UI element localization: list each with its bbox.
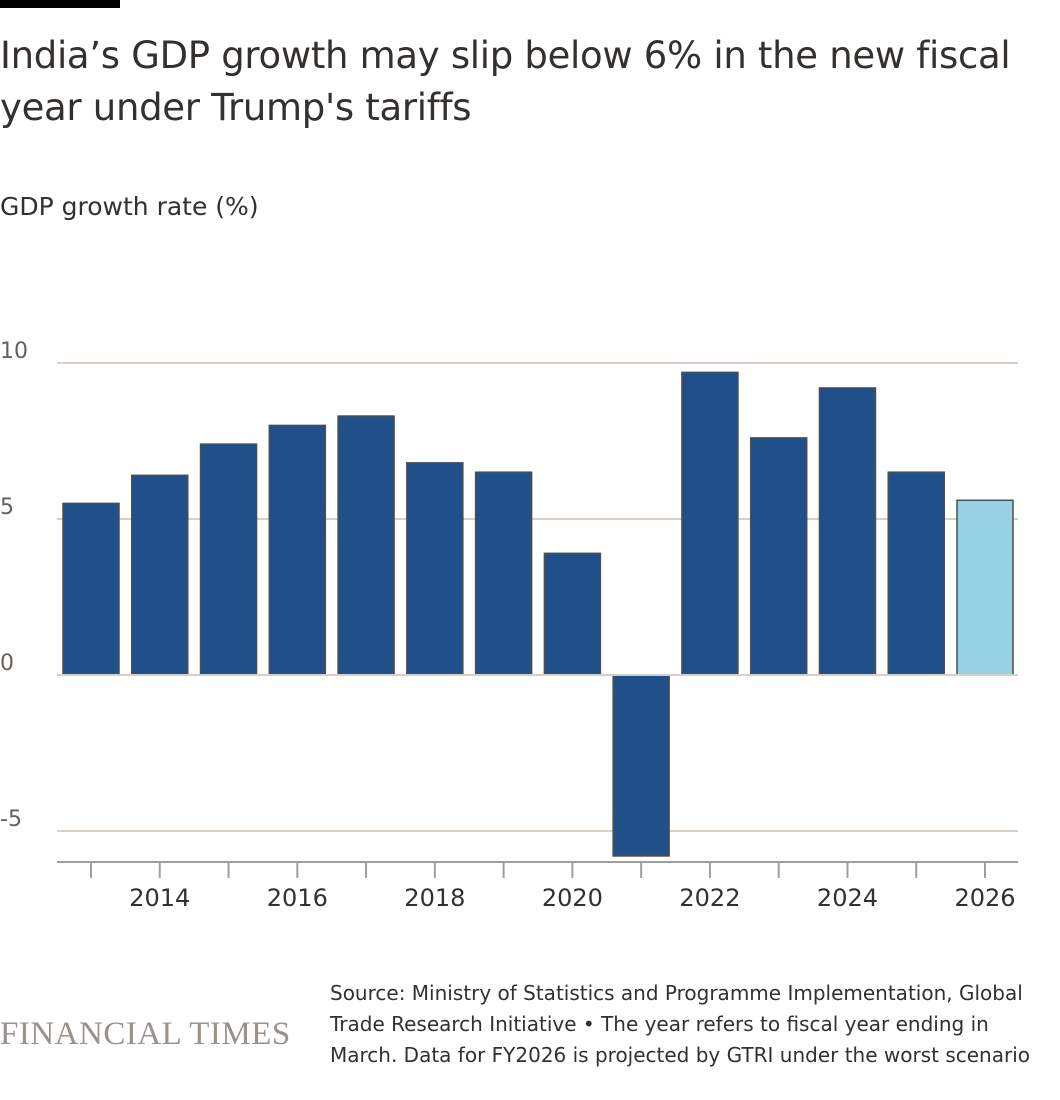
x-tick-label: 2022 [679, 884, 740, 912]
y-tick-label: -5 [0, 807, 22, 832]
bar-2026 [956, 499, 1014, 676]
source-note: Source: Ministry of Statistics and Progr… [330, 981, 1030, 1067]
y-tick-label: 0 [0, 651, 14, 676]
y-tick-label: 5 [0, 495, 14, 520]
bar-2022 [681, 371, 739, 676]
bar-2021 [612, 674, 670, 857]
bar-2015 [199, 443, 258, 676]
bar-2023 [749, 437, 808, 676]
bar-2018 [406, 462, 464, 676]
bar-2013 [62, 502, 120, 676]
x-tick-label: 2018 [404, 884, 465, 912]
bar-2020 [543, 552, 602, 676]
y-tick-label: 10 [0, 339, 28, 364]
financial-times-logo: FINANCIAL TIMES [0, 1016, 291, 1052]
bar-2016 [268, 424, 327, 676]
x-tick-label: 2026 [954, 884, 1015, 912]
x-tick-label: 2024 [817, 884, 878, 912]
ft-top-bar [0, 0, 120, 8]
x-tick-label: 2020 [542, 884, 603, 912]
x-tick-label: 2016 [267, 884, 328, 912]
x-tick-label: 2014 [129, 884, 190, 912]
bar-2017 [337, 415, 395, 676]
bar-2014 [131, 474, 189, 676]
bar-2024 [818, 387, 877, 676]
y-axis-label: GDP growth rate (%) [0, 192, 259, 221]
bar-2019 [474, 471, 533, 676]
chart-title: India’s GDP growth may slip below 6% in … [0, 34, 1011, 129]
bar-2025 [887, 471, 945, 676]
